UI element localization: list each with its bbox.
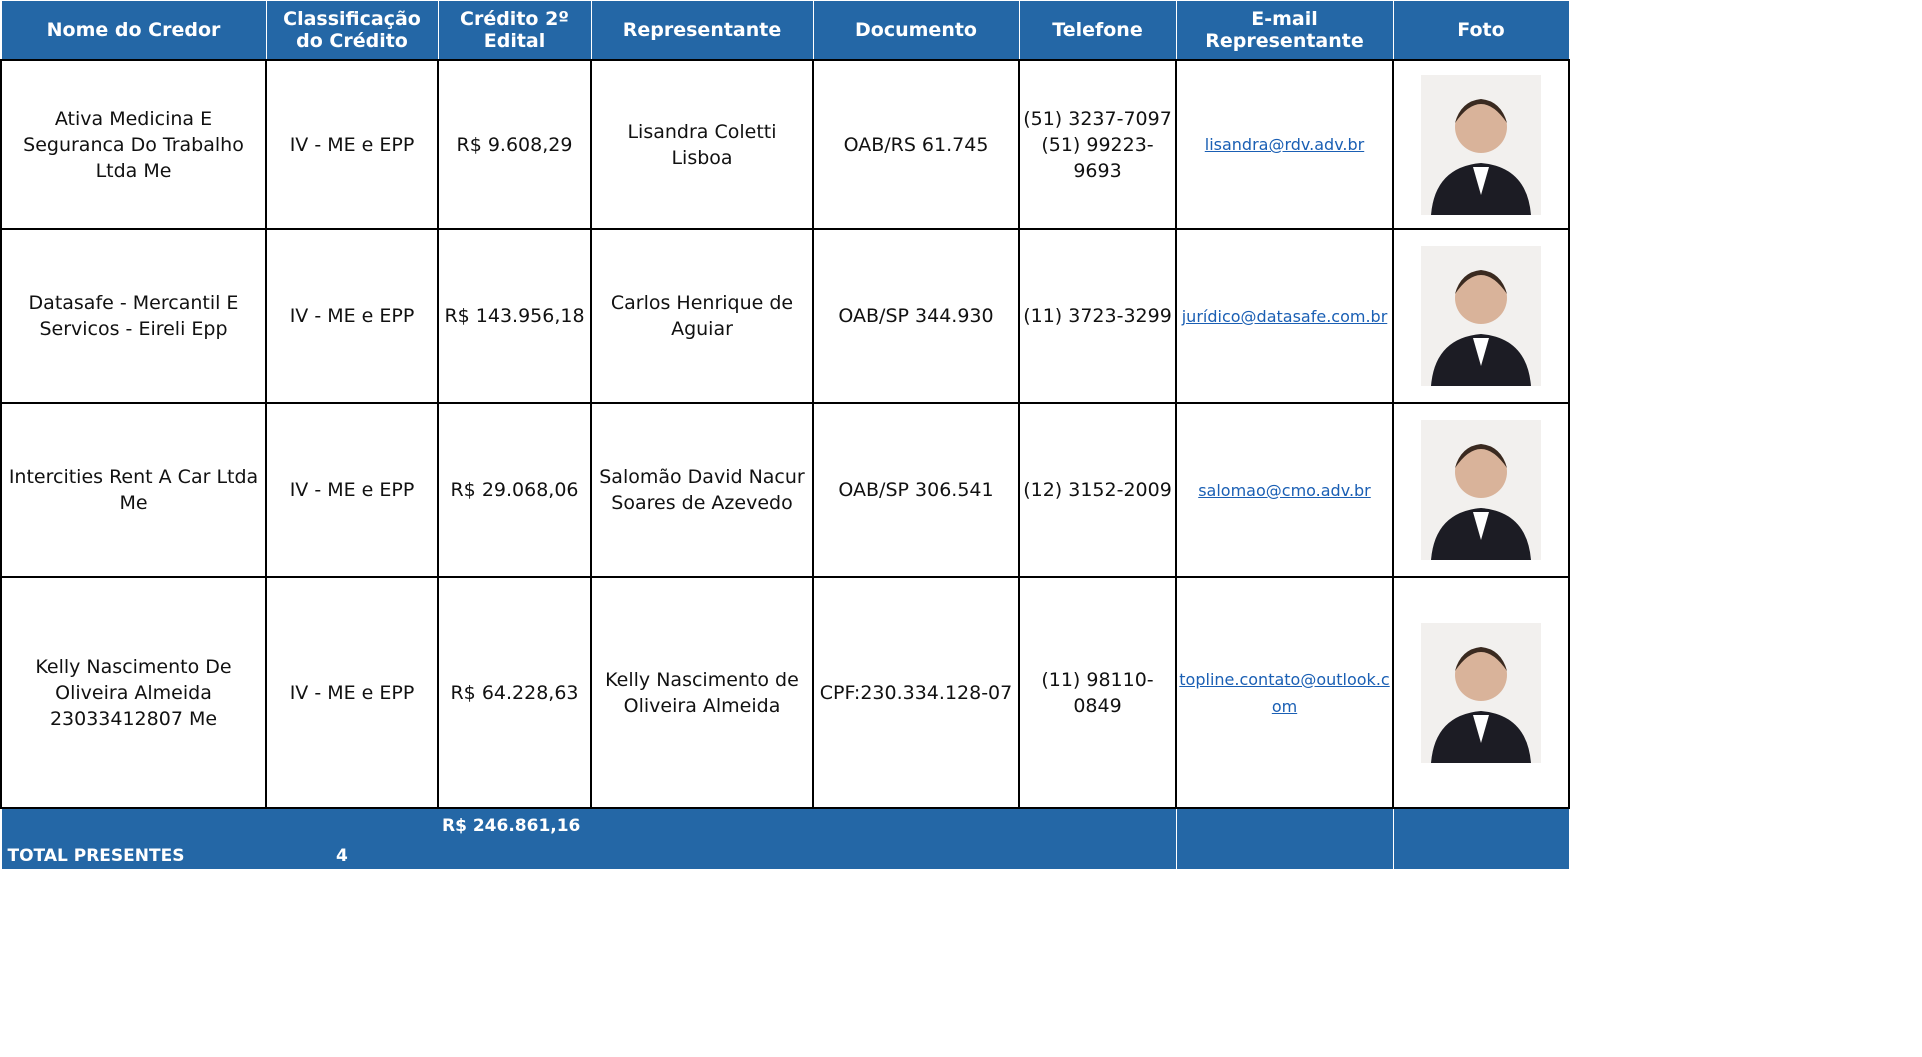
cell-classification: IV - ME e EPP — [265, 402, 439, 578]
cell-document: CPF:230.334.128-07 — [812, 576, 1020, 809]
cell-classification: IV - ME e EPP — [265, 228, 439, 404]
cell-representative: Lisandra Coletti Lisboa — [590, 59, 814, 230]
table-row: Datasafe - Mercantil E Servicos - Eireli… — [0, 228, 1570, 404]
cell-creditor: Intercities Rent A Car Ltda Me — [0, 402, 267, 578]
email-link[interactable]: salomao@cmo.adv.br — [1198, 480, 1371, 500]
column-header: Documento — [812, 0, 1020, 61]
cell-document: OAB/SP 344.930 — [812, 228, 1020, 404]
column-header: Crédito 2º Edital — [437, 0, 592, 61]
cell-email: jurídico@datasafe.com.br — [1175, 228, 1394, 404]
table-row: Ativa Medicina E Seguranca Do Trabalho L… — [0, 59, 1570, 230]
column-header: Foto — [1392, 0, 1570, 61]
total-label: TOTAL PRESENTES — [0, 807, 266, 870]
cell-creditor: Ativa Medicina E Seguranca Do Trabalho L… — [0, 59, 267, 230]
table-row: Intercities Rent A Car Ltda Me IV - ME e … — [0, 402, 1570, 578]
column-header: Representante — [590, 0, 814, 61]
cell-document: OAB/SP 306.541 — [812, 402, 1020, 578]
cell-phone: (51) 3237-7097 (51) 99223-9693 — [1018, 59, 1177, 230]
cell-email: topline.contato@outlook.com — [1175, 576, 1394, 809]
cell-email: lisandra@rdv.adv.br — [1175, 59, 1394, 230]
cell-phone: (11) 3723-3299 — [1018, 228, 1177, 404]
photo — [1421, 420, 1541, 560]
cell-representative: Carlos Henrique de Aguiar — [590, 228, 814, 404]
email-link[interactable]: lisandra@rdv.adv.br — [1204, 135, 1365, 154]
cell-email: salomao@cmo.adv.br — [1175, 402, 1394, 578]
cell-photo — [1392, 228, 1570, 404]
table-body: Ativa Medicina E Seguranca Do Trabalho L… — [0, 59, 1570, 870]
cell-representative: Kelly Nascimento de Oliveira Almeida — [590, 576, 814, 809]
photo — [1421, 246, 1541, 386]
email-link[interactable]: jurídico@datasafe.com.br — [1181, 306, 1388, 326]
cell-credit: R$ 64.228,63 — [437, 576, 592, 809]
cell-credit: R$ 29.068,06 — [437, 402, 592, 578]
column-header: Telefone — [1018, 0, 1177, 61]
total-empty — [1175, 807, 1394, 870]
cell-creditor: Datasafe - Mercantil E Servicos - Eireli… — [0, 228, 267, 404]
cell-representative: Salomão David Nacur Soares de Azevedo — [590, 402, 814, 578]
column-header: Nome do Credor — [0, 0, 267, 61]
cell-phone: (12) 3152-2009 — [1018, 402, 1177, 578]
total-count: 4 — [266, 807, 438, 870]
cell-photo — [1392, 59, 1570, 230]
cell-creditor: Kelly Nascimento De Oliveira Almeida 230… — [0, 576, 267, 809]
cell-photo — [1392, 576, 1570, 809]
photo — [1421, 622, 1541, 763]
creditor-table: Nome do Credor Classificação do Crédito Cr… — [0, 0, 1570, 870]
photo — [1421, 74, 1541, 215]
column-header: E-mail Representante — [1175, 0, 1394, 61]
cell-credit: R$ 143.956,18 — [437, 228, 592, 404]
email-link[interactable]: topline.contato@outlook.com — [1179, 669, 1390, 716]
cell-phone: (11) 98110-0849 — [1018, 576, 1177, 809]
total-empty — [1392, 807, 1570, 870]
cell-classification: IV - ME e EPP — [265, 576, 439, 809]
total-amount: R$ 246.861,16 — [438, 807, 591, 870]
cell-classification: IV - ME e EPP — [265, 59, 439, 230]
column-header: Classificação do Crédito — [265, 0, 439, 61]
cell-photo — [1392, 402, 1570, 578]
table-row: Kelly Nascimento De Oliveira Almeida 230… — [0, 576, 1570, 809]
total-row: TOTAL PRESENTES 4 R$ 246.861,16 — [0, 807, 1570, 870]
header-row: Nome do Credor Classificação do Crédito Cr… — [0, 0, 1570, 61]
cell-document: OAB/RS 61.745 — [812, 59, 1020, 230]
total-filler — [591, 807, 1177, 870]
cell-credit: R$ 9.608,29 — [437, 59, 592, 230]
